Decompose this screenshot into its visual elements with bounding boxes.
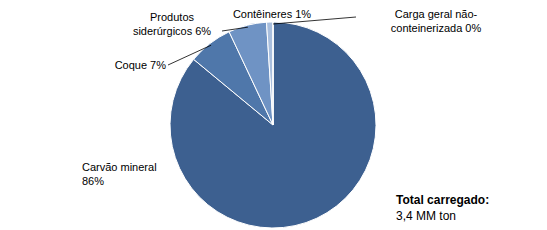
labels: Carvão mineral 86% Coque7% Produtos siderúrg… xyxy=(82,8,481,187)
leader-line xyxy=(222,27,248,31)
category-label: Produtos xyxy=(150,11,195,23)
slices xyxy=(170,22,376,228)
pie-slice xyxy=(170,22,376,228)
slice-label: Produtos siderúrgicos6% xyxy=(133,11,211,37)
pie-slice xyxy=(229,22,273,125)
slice-label: Carga geral não-conteinerizada0% xyxy=(391,8,482,34)
category-label: Carga geral não- xyxy=(395,8,478,20)
category-label: Carvão mineral xyxy=(82,161,157,173)
value-label: 1% xyxy=(295,8,311,20)
category-label: Coque xyxy=(115,59,147,71)
annotation: Total carregado: xyxy=(396,193,489,207)
slice-label: Coque7% xyxy=(115,59,167,71)
category-label: siderúrgicos xyxy=(133,25,193,37)
value-label: 6% xyxy=(195,25,211,37)
pie-slice xyxy=(273,22,274,125)
chart: Carvão mineral 86% Coque7% Produtos siderúrg… xyxy=(0,0,547,230)
slice-label: Contêineres1% xyxy=(233,8,311,20)
leaders xyxy=(168,17,356,65)
category-label: Contêineres xyxy=(233,8,293,20)
pie-slice xyxy=(267,22,273,125)
leader-line xyxy=(168,45,211,65)
annotation: 3,4 MM ton xyxy=(396,209,456,223)
category-label: conteinerizada xyxy=(391,22,463,34)
slice-label: Carvão mineral 86% xyxy=(82,161,157,187)
value-label: 7% xyxy=(150,59,166,71)
value-label: 86% xyxy=(82,175,104,187)
value-label: 0% xyxy=(465,22,481,34)
